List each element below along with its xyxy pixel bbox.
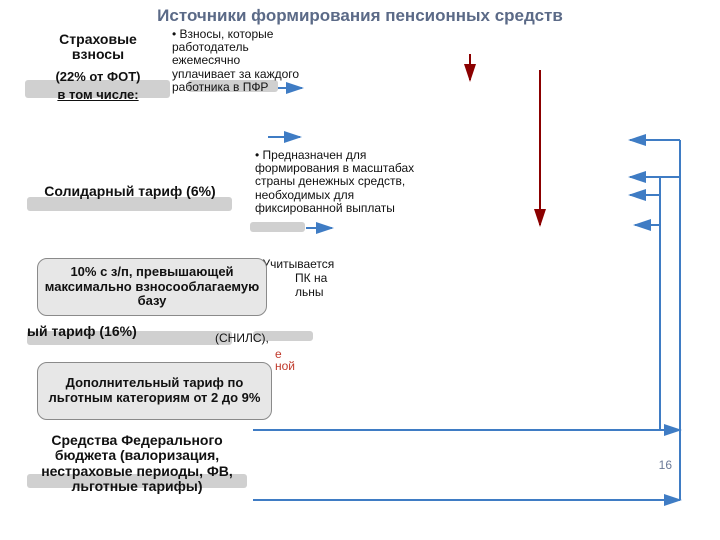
label-insurance-contrib: Страховые взносы: [38, 32, 158, 63]
red-text-2: ной: [275, 360, 315, 373]
callout-10pct: 10% с з/п, превышающей максимально взнос…: [37, 258, 267, 316]
page-number: 16: [659, 458, 672, 472]
label-federal-budget: Средства Федерального бюджета (валоризац…: [27, 433, 247, 495]
callout-extra-tariff-text: Дополнительный тариф по льготным категор…: [44, 376, 265, 406]
grey-box: [250, 222, 305, 232]
callout-extra-tariff: Дополнительный тариф по льготным категор…: [37, 362, 272, 420]
label-including: в том числе:: [40, 88, 156, 102]
callout-10pct-text: 10% с з/п, превышающей максимально взнос…: [44, 265, 260, 310]
bullet-solidary-desc: Предназначен для формирования в масштаба…: [255, 149, 425, 215]
slide-title: Источники формирования пенсионных средст…: [0, 6, 720, 26]
slide-stage: Источники формирования пенсионных средст…: [0, 0, 720, 540]
label-individual-partial: ый тариф (16%): [27, 324, 177, 339]
bullet-accounted: Учитывается: [255, 258, 415, 271]
text-lny: льны: [295, 286, 355, 299]
bullet-employer-contrib: Взносы, которые работодатель ежемесячно …: [172, 28, 302, 94]
text-pk-na: ПК на: [295, 272, 355, 285]
label-22pct: (22% от ФОТ): [40, 70, 156, 84]
text-snils: (СНИЛС),: [215, 332, 315, 345]
label-solidary: Солидарный тариф (6%): [30, 184, 230, 199]
